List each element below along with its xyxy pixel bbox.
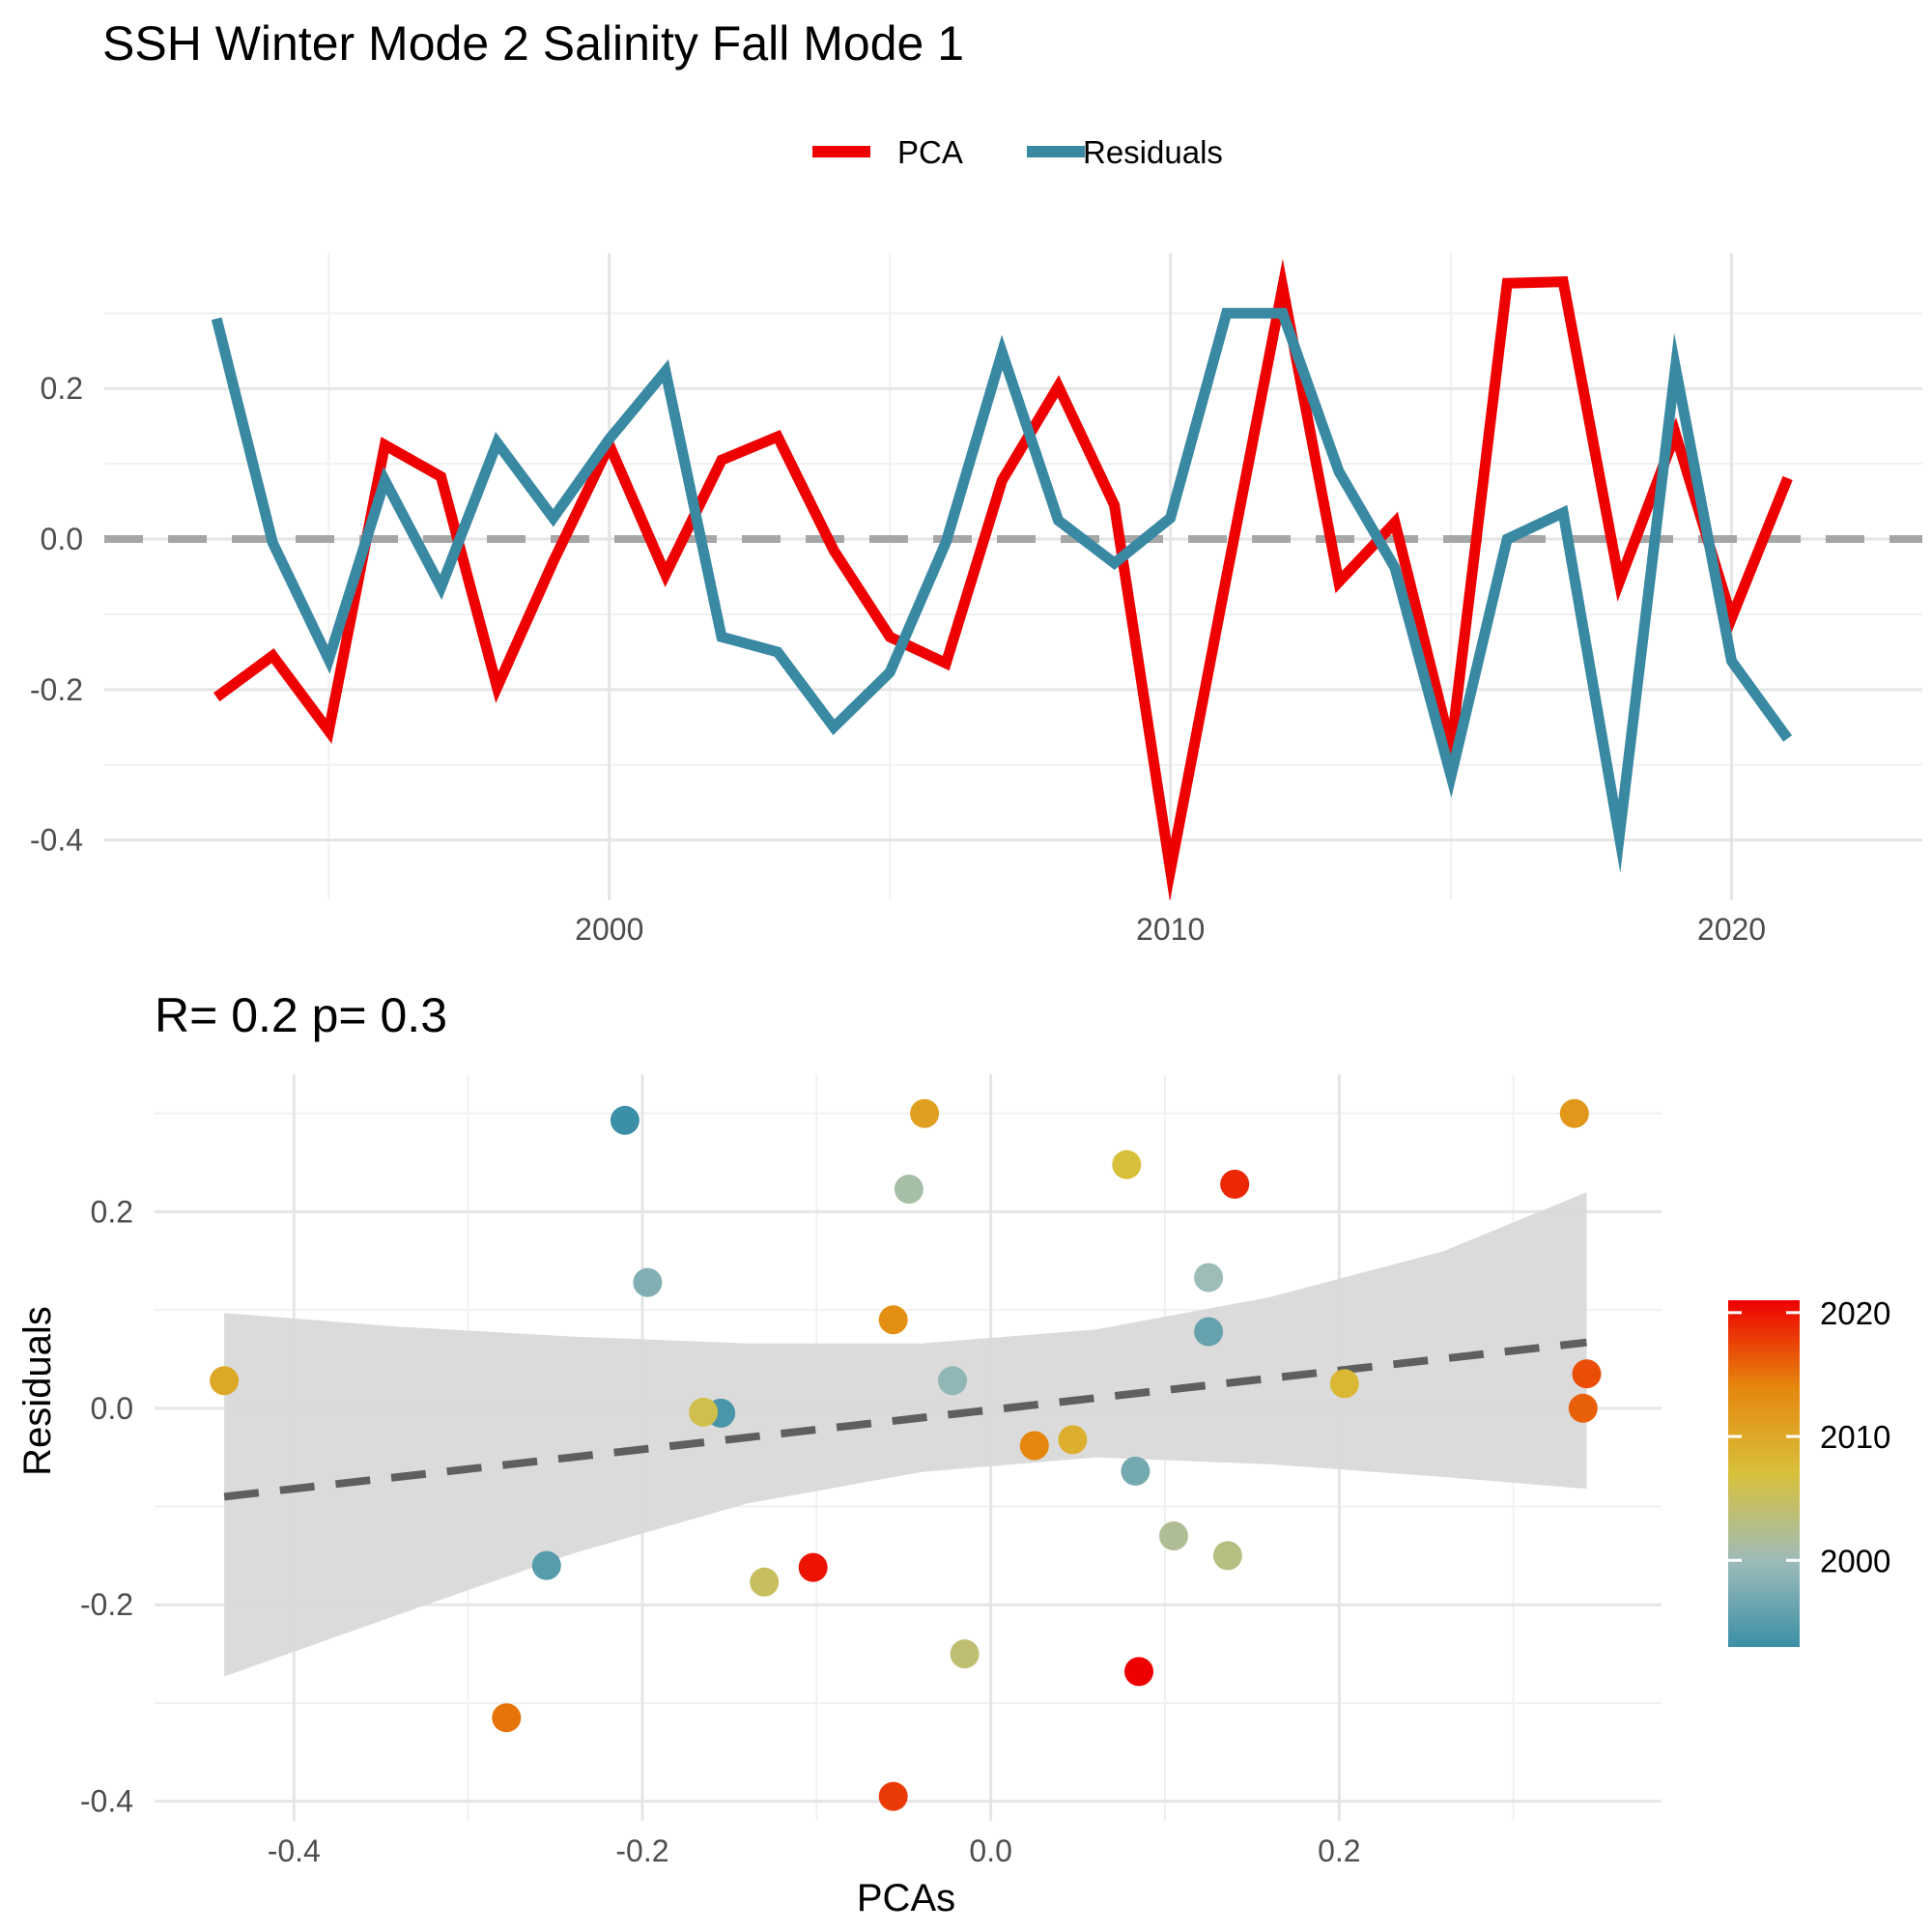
colorbar: 2000 2010 2020	[1728, 1295, 1890, 1647]
regression-fit-line	[223, 1338, 1587, 1501]
scatter-point	[1194, 1263, 1224, 1293]
series-group	[211, 258, 1793, 900]
colorbar-tick-label: 2010	[1820, 1419, 1890, 1455]
y-tick-label: -0.4	[80, 1784, 133, 1819]
chart-title: SSH Winter Mode 2 Salinity Fall Mode 1	[102, 16, 964, 71]
y-axis-title: Residuals	[16, 1306, 59, 1476]
scatter-point	[1019, 1431, 1049, 1461]
scatter-point	[610, 1105, 639, 1135]
y-tick-label: 0.0	[91, 1391, 133, 1426]
scatter-point	[1124, 1657, 1153, 1687]
scatter-panel: -0.4 -0.2 0.0 0.2 -0.4 -0.2 0.0 0.2	[80, 1074, 1662, 1868]
x-axis-title: PCAs	[857, 1877, 955, 1919]
x-tick-label: 0.2	[1318, 1833, 1360, 1868]
scatter-point	[1568, 1393, 1598, 1423]
y-tick-label: -0.2	[80, 1587, 133, 1622]
scatter-point	[938, 1366, 967, 1396]
scatter-point	[633, 1267, 663, 1297]
scatter-point	[1329, 1369, 1359, 1399]
y-tick-label: -0.2	[30, 672, 83, 707]
time-series-panel: 2000 2010 2020 -0.4 -0.2 0.0 0.2	[30, 253, 1922, 947]
scatter-point	[210, 1366, 240, 1396]
scatter-point	[894, 1175, 923, 1204]
series-line-pca	[213, 258, 1793, 900]
confidence-ribbon	[224, 1192, 1587, 1677]
scatter-subtitle: R= 0.2 p= 0.3	[155, 988, 447, 1042]
scatter-point	[798, 1552, 828, 1582]
scatter-point	[1159, 1521, 1188, 1550]
colorbar-tick-label: 2020	[1820, 1295, 1890, 1331]
series-line-residuals	[211, 307, 1793, 873]
x-tick-label: 2000	[575, 912, 643, 947]
legend: PCA Residuals	[812, 134, 1223, 170]
x-tick-label: 2010	[1136, 912, 1205, 947]
scatter-point	[878, 1781, 908, 1811]
scatter-point	[531, 1550, 561, 1580]
colorbar-tick-label: 2000	[1820, 1543, 1890, 1578]
scatter-point	[1559, 1098, 1589, 1128]
scatter-point	[1220, 1169, 1250, 1199]
scatter-point	[950, 1639, 980, 1669]
scatter-point	[1058, 1425, 1088, 1455]
y-tick-label: 0.2	[91, 1194, 133, 1229]
x-tick-label: -0.4	[268, 1833, 321, 1868]
x-tick-label: 0.0	[969, 1833, 1011, 1868]
scatter-point	[1572, 1359, 1602, 1389]
legend-label-residuals: Residuals	[1083, 134, 1223, 170]
legend-label-pca: PCA	[897, 134, 963, 170]
x-tick-label: 2020	[1697, 912, 1766, 947]
scatter-point	[910, 1098, 940, 1128]
scatter-point	[492, 1703, 522, 1733]
y-tick-label: 0.2	[41, 371, 83, 406]
scatter-point	[1121, 1456, 1151, 1486]
scatter-point	[878, 1305, 908, 1335]
scatter-point	[1212, 1541, 1242, 1571]
y-tick-label: 0.0	[41, 522, 83, 556]
scatter-point	[1112, 1150, 1142, 1179]
y-tick-label: -0.4	[30, 823, 83, 858]
scatter-point	[1194, 1317, 1224, 1347]
colorbar-gradient	[1728, 1300, 1800, 1647]
scatter-point	[689, 1397, 719, 1427]
scatter-point	[750, 1567, 780, 1597]
x-tick-label: -0.2	[615, 1833, 668, 1868]
